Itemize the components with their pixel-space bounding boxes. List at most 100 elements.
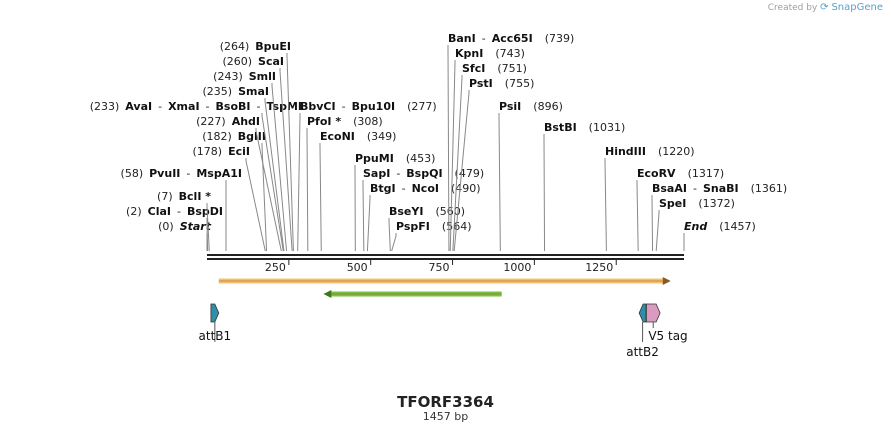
site-connector-line [286, 53, 294, 252]
site-position: (755) [505, 77, 535, 90]
site-label: PspFI (564) [396, 220, 472, 233]
site-position: (0) [158, 220, 174, 233]
site-row: (233) AvaI - XmaI - BsoBI - TspMI [90, 100, 302, 252]
enzyme-name: EciI [228, 145, 250, 158]
site-separator: - [482, 32, 486, 45]
att-site-feature [210, 303, 220, 323]
site-separator: - [693, 182, 697, 195]
site-separator: - [396, 167, 400, 180]
site-separator: - [257, 100, 261, 113]
site-row: KpnI (743) [449, 47, 525, 252]
site-connector-line [279, 68, 293, 252]
site-row: (182) BglII [202, 130, 268, 252]
enzyme-name: SpeI [659, 197, 686, 210]
feature-label: V5 tag [648, 329, 687, 343]
site-position: (178) [193, 145, 223, 158]
enzyme-name: PsiI [499, 100, 521, 113]
orf-arrowhead [662, 277, 671, 285]
feature-label: attB2 [626, 345, 659, 359]
site-separator: - [206, 100, 210, 113]
enzyme-name: BspQI [406, 167, 442, 180]
enzyme-name: NcoI [412, 182, 439, 195]
site-label: BtgI - NcoI (490) [370, 182, 481, 195]
site-position: (7) [157, 190, 173, 203]
site-connector-line [447, 45, 450, 252]
site-row: BstBI (1031) [543, 121, 625, 252]
site-label: (2) ClaI - BspDI [126, 205, 223, 218]
site-label: (0) Start [158, 220, 212, 233]
site-label: SpeI (1372) [659, 197, 735, 210]
site-position: (2) [126, 205, 142, 218]
site-row: (2) ClaI - BspDI [126, 205, 223, 252]
enzyme-name: BtgI [370, 182, 396, 195]
enzyme-name: XmaI [168, 100, 199, 113]
site-label: SfcI (751) [462, 62, 527, 75]
site-connector-line [449, 60, 456, 252]
enzyme-name: BsaAI [652, 182, 687, 195]
site-position: (1372) [698, 197, 735, 210]
site-position: (1361) [751, 182, 788, 195]
enzyme-name: PpuMI [355, 152, 394, 165]
site-label: EcoRV (1317) [637, 167, 724, 180]
site-connector-line [362, 180, 365, 252]
site-row: PfoI * (308) [306, 115, 383, 252]
enzyme-name: BanI [448, 32, 476, 45]
site-row: SapI - BspQI (479) [362, 167, 484, 252]
site-label: (243) SmlI [213, 70, 276, 83]
site-label: BseYI (560) [389, 205, 465, 218]
site-separator: - [342, 100, 346, 113]
site-connector-line [636, 180, 639, 252]
site-position: (560) [435, 205, 465, 218]
credit-brand: SnapGene [831, 2, 883, 13]
site-row: PstI (755) [453, 77, 534, 252]
site-label: BanI - Acc65I (739) [448, 32, 574, 45]
att-site-feature [638, 303, 647, 323]
site-label: PfoI * (308) [307, 115, 383, 128]
site-position: (739) [545, 32, 575, 45]
site-label: (178) EciI [193, 145, 251, 158]
enzyme-name: BbvCI [300, 100, 336, 113]
site-separator: - [158, 100, 162, 113]
enzyme-name: Acc65I [492, 32, 533, 45]
site-label: (58) PvuII - MspA1I [121, 167, 242, 180]
enzyme-name: ClaI [148, 205, 171, 218]
site-row: (227) AhdI [196, 115, 282, 252]
site-position: (743) [495, 47, 525, 60]
site-row: PsiI (896) [498, 100, 563, 252]
site-connector-line [306, 128, 309, 252]
site-position: (896) [533, 100, 563, 113]
site-row: BsaAI - SnaBI (1361) [651, 182, 788, 252]
site-position: (308) [353, 115, 383, 128]
site-connector-line [498, 113, 501, 252]
enzyme-name: SmlI [249, 70, 276, 83]
enzyme-name: Start [180, 220, 212, 233]
site-connector-line [261, 143, 268, 252]
site-position: (58) [121, 167, 144, 180]
site-row: (264) BpuEI [220, 40, 294, 252]
site-position: (235) [203, 85, 233, 98]
site-row: BanI - Acc65I (739) [447, 32, 574, 252]
credit-prefix: Created by [767, 3, 818, 13]
site-position: (349) [367, 130, 397, 143]
site-position: (277) [407, 100, 437, 113]
site-connector-line [453, 90, 470, 252]
site-connector-line [319, 143, 322, 252]
plasmid-length: 1457 bp [422, 410, 469, 423]
site-row: HindIII (1220) [604, 145, 695, 252]
enzyme-name: BstBI [544, 121, 577, 134]
enzyme-name: AvaI [125, 100, 152, 113]
enzyme-name: BpuEI [255, 40, 291, 53]
site-position: (264) [220, 40, 250, 53]
enzyme-name: SmaI [238, 85, 269, 98]
site-position: (260) [222, 55, 252, 68]
enzyme-name: ScaI [258, 55, 284, 68]
site-label: BstBI (1031) [544, 121, 625, 134]
enzyme-name: End [684, 220, 707, 233]
ruler-tick-label: 250 [265, 261, 286, 274]
site-separator: - [402, 182, 406, 195]
enzyme-name: PvuII [149, 167, 180, 180]
site-row: BtgI - NcoI (490) [366, 182, 481, 252]
ruler-tick-label: 1250 [585, 261, 613, 274]
site-label: PstI (755) [469, 77, 534, 90]
v5-tag-feature [645, 303, 661, 323]
